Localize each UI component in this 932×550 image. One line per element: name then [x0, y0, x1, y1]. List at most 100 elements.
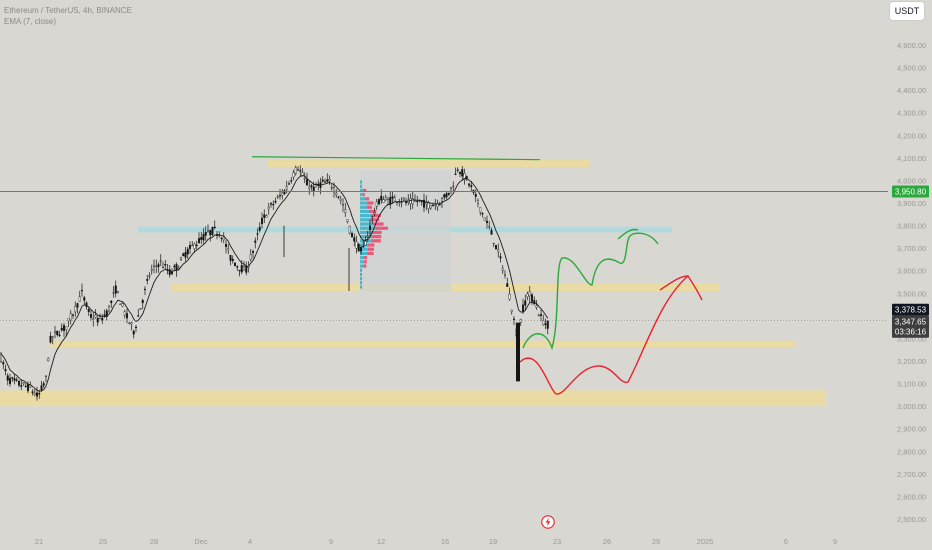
candle-body: [197, 238, 200, 244]
candle-body: [54, 331, 57, 333]
candle-body: [71, 314, 74, 316]
candle-body: [69, 313, 72, 321]
y-tick-label: 3,600.00: [897, 267, 926, 276]
candle-body: [152, 265, 155, 267]
candle-body: [204, 232, 207, 236]
candle-body: [258, 226, 261, 231]
profile-bar-up: [360, 205, 367, 209]
candle-body: [544, 323, 547, 325]
candle-body: [254, 240, 257, 243]
candle-body: [175, 264, 178, 271]
candle-body: [60, 327, 63, 331]
x-tick-label: 25: [99, 537, 107, 546]
profile-bar-down: [361, 277, 362, 281]
x-tick-label: 4: [248, 537, 252, 546]
x-tick-label: 12: [377, 537, 385, 546]
candle-body: [360, 247, 363, 252]
candle-body: [222, 236, 225, 240]
lightning-icon[interactable]: [541, 515, 555, 529]
profile-bar-up: [360, 214, 372, 218]
y-tick-label: 3,800.00: [897, 222, 926, 231]
candle-body: [452, 185, 455, 188]
candle-body: [506, 283, 509, 287]
profile-bar-down: [367, 251, 374, 256]
current-price-tag-bg: [892, 315, 929, 328]
currency-button[interactable]: USDT: [889, 1, 925, 21]
candle-body: [265, 215, 268, 218]
candle-body: [33, 392, 36, 396]
candle-body: [146, 279, 149, 281]
candle-body: [141, 300, 144, 304]
candle-body: [38, 393, 41, 395]
candle-body: [92, 318, 95, 320]
x-tick-label: 16: [441, 537, 449, 546]
y-tick-label: 2,900.00: [897, 425, 926, 434]
profile-bar-down: [371, 214, 381, 218]
profile-bar-up: [360, 251, 368, 256]
candle-body: [389, 197, 392, 205]
candle-body: [245, 265, 248, 273]
candle-body: [441, 198, 444, 202]
profile-bar-down: [371, 239, 381, 243]
candle-body: [65, 326, 68, 330]
x-tick-label: 9: [833, 537, 837, 546]
candle-body: [339, 198, 342, 201]
candle-body: [170, 271, 173, 275]
candle-body: [36, 392, 39, 397]
candle-body: [261, 217, 264, 224]
profile-bar-down: [371, 235, 382, 239]
candle-body: [387, 199, 390, 205]
candle-body: [369, 225, 372, 231]
candle-body: [161, 266, 164, 269]
candle-body: [270, 203, 273, 205]
candle-body: [236, 266, 239, 268]
candle-body: [191, 244, 194, 247]
y-tick-label: 4,500.00: [897, 64, 926, 73]
indicator-label[interactable]: EMA (7, close): [4, 17, 57, 26]
candle-body: [364, 240, 367, 246]
profile-bar-down: [367, 201, 374, 205]
candle-body: [83, 297, 86, 301]
candle-body: [438, 204, 441, 206]
y-tick-label: 4,600.00: [897, 41, 926, 50]
candle-body: [186, 248, 189, 255]
profile-bar-up: [360, 209, 370, 214]
zone-yellow-3: [50, 340, 796, 348]
candle-body: [411, 197, 414, 205]
candle-body: [495, 245, 498, 250]
candle-body: [355, 241, 358, 249]
symbol-title[interactable]: Ethereum / TetherUS, 4h, BINANCE: [4, 6, 132, 15]
candle-body: [272, 203, 275, 206]
profile-bar-down: [372, 222, 384, 226]
candle-body: [15, 379, 18, 381]
candle-body: [211, 227, 214, 235]
profile-bar-up: [360, 188, 364, 193]
candle-body: [330, 187, 333, 189]
candle-body: [164, 264, 167, 266]
candle-body: [292, 172, 295, 178]
profile-bar-up: [360, 247, 368, 251]
candle-body: [391, 196, 394, 199]
candle-body: [283, 190, 286, 195]
candle-body: [371, 216, 374, 218]
candle-body: [274, 200, 277, 203]
candle-body: [324, 181, 327, 183]
profile-bar-up: [360, 281, 362, 285]
candle-body: [290, 180, 293, 182]
candle-body: [516, 322, 520, 382]
candle-body: [51, 336, 54, 339]
candle-body: [481, 213, 484, 215]
drawings-layer: [0, 156, 888, 395]
candle-body: [279, 195, 282, 197]
candle-body: [267, 206, 270, 210]
candle-body: [526, 293, 529, 297]
y-tick-label: 3,200.00: [897, 357, 926, 366]
candle-body: [94, 315, 97, 318]
candle-body: [143, 288, 146, 291]
candle-body: [202, 234, 205, 241]
candle-body: [148, 275, 151, 277]
candle-body: [351, 233, 354, 238]
candle-body: [2, 362, 5, 365]
